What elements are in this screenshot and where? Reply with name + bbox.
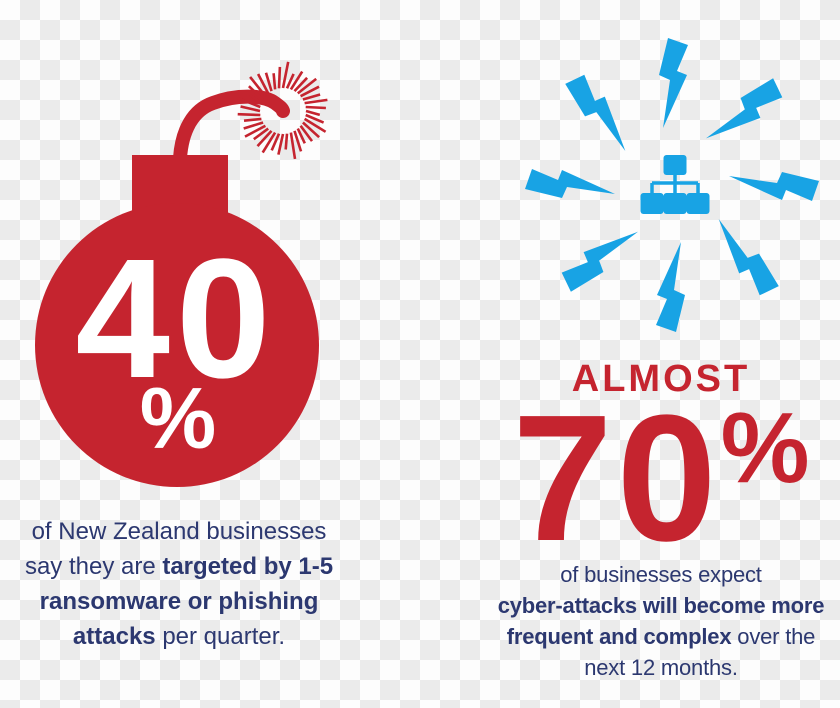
caption-text-bold: cyber-attacks will become more xyxy=(497,593,825,618)
right-stat-percent: % xyxy=(720,392,810,504)
caption-text-bold: frequent and complex xyxy=(506,624,732,649)
right-stat-value: 70 xyxy=(512,378,721,579)
right-stat: 70% xyxy=(466,389,840,569)
bomb-fuse xyxy=(173,89,290,165)
caption-text: per quarter. xyxy=(155,623,286,650)
lightning-bolt-icon xyxy=(565,74,626,152)
caption-text: next 12 months. xyxy=(584,655,738,680)
right-caption-line-4: next 12 months. xyxy=(466,652,840,683)
bomb-stat-percent: % xyxy=(140,371,216,467)
left-caption-line-4: attacks per quarter. xyxy=(6,619,352,654)
left-caption-line-1: of New Zealand businesses xyxy=(6,514,352,549)
lightning-bolt-icon xyxy=(656,242,685,332)
right-caption-line-1: of businesses expect xyxy=(466,559,840,590)
left-caption: of New Zealand businesses say they are t… xyxy=(6,514,352,654)
caption-text-bold: ransomware or phishing xyxy=(39,588,319,615)
caption-text: of businesses expect xyxy=(560,562,762,587)
caption-text: over the xyxy=(731,624,816,649)
right-caption: of businesses expect cyber-attacks will … xyxy=(466,559,840,683)
left-caption-line-2: say they are targeted by 1-5 xyxy=(6,549,352,584)
caption-text-bold: attacks xyxy=(72,623,156,650)
left-caption-line-3: ransomware or phishing xyxy=(6,584,352,619)
bomb-body xyxy=(35,203,319,487)
caption-text-bold: targeted by 1-5 xyxy=(162,553,334,580)
lightning-bolt-icon xyxy=(729,172,819,201)
right-caption-line-3: frequent and complex over the xyxy=(466,621,840,652)
fuse-spark-icon xyxy=(236,61,328,160)
lightning-bolt-icon xyxy=(525,169,615,198)
lightning-bolt-icon xyxy=(718,218,779,296)
almost-label: ALMOST xyxy=(571,358,751,400)
network-hierarchy-icon xyxy=(640,155,710,214)
right-caption-line-2: cyber-attacks will become more xyxy=(466,590,840,621)
lightning-bolt-icon xyxy=(561,231,639,292)
caption-text: say they are xyxy=(24,553,163,580)
caption-text: of New Zealand businesses xyxy=(31,518,327,545)
bomb-icon: 40 % xyxy=(35,61,328,487)
lightning-bolt-icon xyxy=(705,78,783,139)
cyber-attack-icon xyxy=(525,38,819,332)
bomb-stat-value: 40 xyxy=(75,224,276,414)
lightning-bolt-icon xyxy=(659,38,688,128)
lightning-ring xyxy=(525,38,819,332)
